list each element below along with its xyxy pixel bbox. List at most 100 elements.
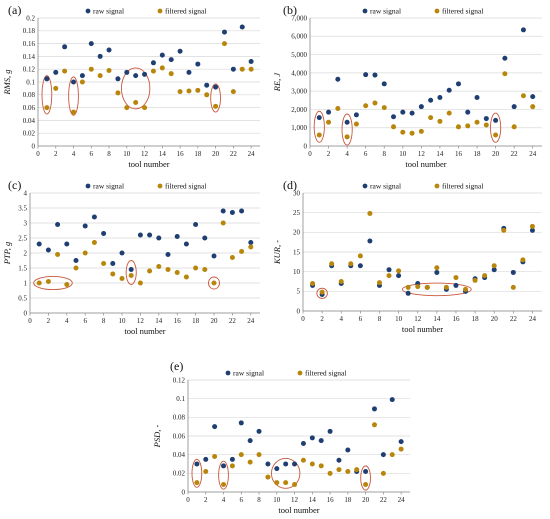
legend-marker	[362, 183, 368, 189]
filtered-point	[434, 265, 440, 271]
filtered-point	[229, 255, 235, 260]
highlight-ring	[313, 110, 325, 143]
y-tick-label: 0.5	[18, 294, 27, 302]
y-tick-label: 1	[24, 279, 28, 287]
filtered-point	[88, 66, 94, 72]
x-tick-label: 20	[492, 150, 500, 158]
filtered-point	[110, 271, 116, 277]
x-tick-label: 6	[240, 496, 244, 504]
filtered-point	[300, 457, 306, 463]
legend-marker	[85, 183, 91, 189]
chart-panel-2: (b) 0 1,000 2,000 3,000 4,000 5,000 6,000 7,000 0…	[272, 3, 542, 169]
y-tick-label: 0	[297, 307, 301, 315]
raw-point	[483, 116, 489, 122]
raw-point	[55, 222, 61, 227]
raw-point	[79, 73, 85, 79]
y-tick-label: 15	[293, 248, 301, 256]
x-tick-label: 12	[137, 317, 145, 325]
raw-point	[211, 253, 217, 259]
filtered-point	[472, 277, 478, 283]
filtered-point	[265, 474, 271, 480]
raw-point	[36, 241, 42, 247]
filtered-point	[391, 124, 397, 130]
x-tick-label: 10	[123, 150, 131, 158]
raw-point	[97, 53, 103, 59]
x-tick-label: 10	[399, 150, 407, 158]
raw-point	[372, 72, 378, 78]
filtered-point	[174, 270, 180, 275]
y-axis-label: PSD, -	[152, 425, 162, 449]
x-tick-label: 10	[119, 317, 127, 325]
y-tick-label: 0.1	[176, 395, 185, 403]
y-tick-label: 0	[32, 142, 36, 150]
raw-point	[150, 60, 156, 66]
filtered-point	[106, 67, 112, 73]
legend-marker	[297, 370, 303, 376]
filtered-point	[221, 482, 227, 488]
raw-point	[239, 24, 245, 30]
filtered-point	[220, 220, 226, 226]
filtered-point	[371, 422, 377, 428]
filtered-point	[415, 284, 421, 290]
filtered-point	[36, 280, 42, 286]
raw-point	[256, 428, 262, 434]
x-tick-label: 24	[529, 315, 537, 323]
raw-point	[405, 290, 411, 296]
y-tick-label: 0.06	[23, 104, 36, 112]
raw-point	[248, 240, 254, 245]
raw-point	[409, 110, 415, 116]
x-tick-label: 8	[107, 150, 111, 158]
raw-point	[510, 269, 516, 275]
legend-marker	[157, 8, 163, 14]
filtered-point	[474, 119, 480, 125]
panel-label: (d)	[283, 178, 297, 192]
x-tick-label: 12	[414, 315, 422, 323]
x-tick-label: 12	[291, 496, 299, 504]
y-axis-label: PTP, g	[2, 242, 12, 266]
x-axis-label: tool number	[405, 159, 446, 169]
legend-marker	[434, 8, 440, 14]
x-axis-label: tool number	[278, 505, 319, 515]
x-tick-label: 18	[472, 315, 480, 323]
y-tick-label: 1,000	[291, 124, 307, 132]
filtered-point	[363, 482, 369, 488]
filtered-point	[156, 264, 162, 269]
filtered-point	[491, 263, 497, 269]
raw-point	[165, 252, 171, 257]
x-tick-label: 18	[192, 317, 200, 325]
x-tick-label: 6	[359, 315, 363, 323]
raw-point	[183, 241, 189, 247]
y-tick-label: 4	[24, 189, 28, 197]
filtered-point	[247, 459, 253, 465]
x-tick-label: 8	[378, 315, 382, 323]
highlight-ring	[218, 460, 229, 490]
legend-marker	[434, 183, 440, 189]
raw-point	[248, 59, 254, 65]
raw-point	[137, 232, 143, 238]
y-tick-label: 4,000	[291, 69, 307, 77]
filtered-point	[239, 66, 245, 72]
filtered-point	[453, 275, 459, 281]
filtered-point	[530, 104, 536, 110]
filtered-point	[345, 468, 351, 474]
raw-point	[147, 232, 153, 238]
x-tick-label: 4	[72, 150, 76, 158]
x-tick-label: 20	[211, 317, 219, 325]
filtered-point	[137, 280, 143, 286]
raw-point	[88, 41, 94, 47]
x-tick-label: 8	[257, 496, 261, 504]
y-tick-label: 0.02	[23, 130, 36, 138]
raw-point	[357, 263, 363, 269]
raw-point	[363, 468, 369, 474]
filtered-point	[91, 240, 97, 245]
x-tick-label: 4	[65, 317, 69, 325]
filtered-point	[193, 265, 199, 271]
panel-label: (e)	[170, 359, 183, 373]
filtered-point	[357, 253, 363, 259]
filtered-point	[376, 280, 382, 286]
raw-point	[318, 438, 324, 444]
x-tick-label: 0	[36, 150, 40, 158]
raw-point	[82, 223, 88, 229]
x-tick-label: 14	[155, 317, 163, 325]
filtered-point	[142, 105, 148, 111]
